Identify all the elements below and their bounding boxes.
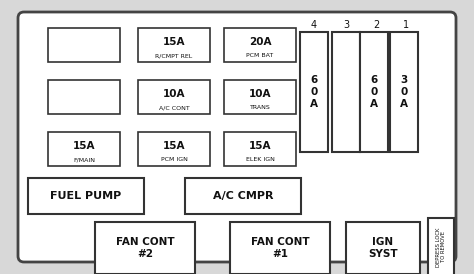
Text: PCM IGN: PCM IGN: [161, 157, 187, 162]
Text: 6
0
A: 6 0 A: [310, 75, 318, 109]
Text: DEPRESS LOCK
TO REMOVE: DEPRESS LOCK TO REMOVE: [436, 227, 447, 267]
Bar: [48, 80, 120, 114]
Bar: [332, 32, 360, 152]
Bar: [346, 222, 420, 274]
Text: A/C CONT: A/C CONT: [159, 105, 190, 110]
FancyBboxPatch shape: [18, 12, 456, 262]
Bar: [48, 28, 120, 62]
Text: 3: 3: [343, 20, 349, 30]
Text: 10A: 10A: [249, 89, 271, 99]
Bar: [95, 222, 195, 274]
Text: IGN
SYST: IGN SYST: [368, 237, 398, 259]
Bar: [230, 222, 330, 274]
Bar: [138, 28, 210, 62]
Text: 4: 4: [311, 20, 317, 30]
Text: FAN CONT
#2: FAN CONT #2: [116, 237, 174, 259]
Text: TRANS: TRANS: [250, 105, 270, 110]
Text: 15A: 15A: [249, 141, 271, 151]
Text: 6
0
A: 6 0 A: [370, 75, 378, 109]
Text: 15A: 15A: [73, 141, 95, 151]
Text: 2: 2: [373, 20, 379, 30]
Text: 15A: 15A: [163, 37, 185, 47]
Text: R/CMPT REL: R/CMPT REL: [155, 53, 192, 58]
Bar: [360, 32, 388, 152]
Text: ELEK IGN: ELEK IGN: [246, 157, 274, 162]
Text: FUEL PUMP: FUEL PUMP: [50, 191, 122, 201]
Bar: [138, 80, 210, 114]
Bar: [224, 80, 296, 114]
Bar: [28, 178, 144, 214]
Text: F/MAIN: F/MAIN: [73, 157, 95, 162]
Text: 15A: 15A: [163, 141, 185, 151]
Bar: [185, 178, 301, 214]
Text: 10A: 10A: [163, 89, 185, 99]
Text: 20A: 20A: [249, 37, 271, 47]
Bar: [300, 32, 328, 152]
Bar: [390, 32, 418, 152]
Bar: [428, 218, 454, 274]
Text: PCM BAT: PCM BAT: [246, 53, 273, 58]
Text: A/C CMPR: A/C CMPR: [213, 191, 273, 201]
Text: 3
0
A: 3 0 A: [400, 75, 408, 109]
Bar: [224, 132, 296, 166]
Text: FAN CONT
#1: FAN CONT #1: [251, 237, 310, 259]
Bar: [48, 132, 120, 166]
Bar: [138, 132, 210, 166]
Text: 1: 1: [403, 20, 409, 30]
Bar: [224, 28, 296, 62]
